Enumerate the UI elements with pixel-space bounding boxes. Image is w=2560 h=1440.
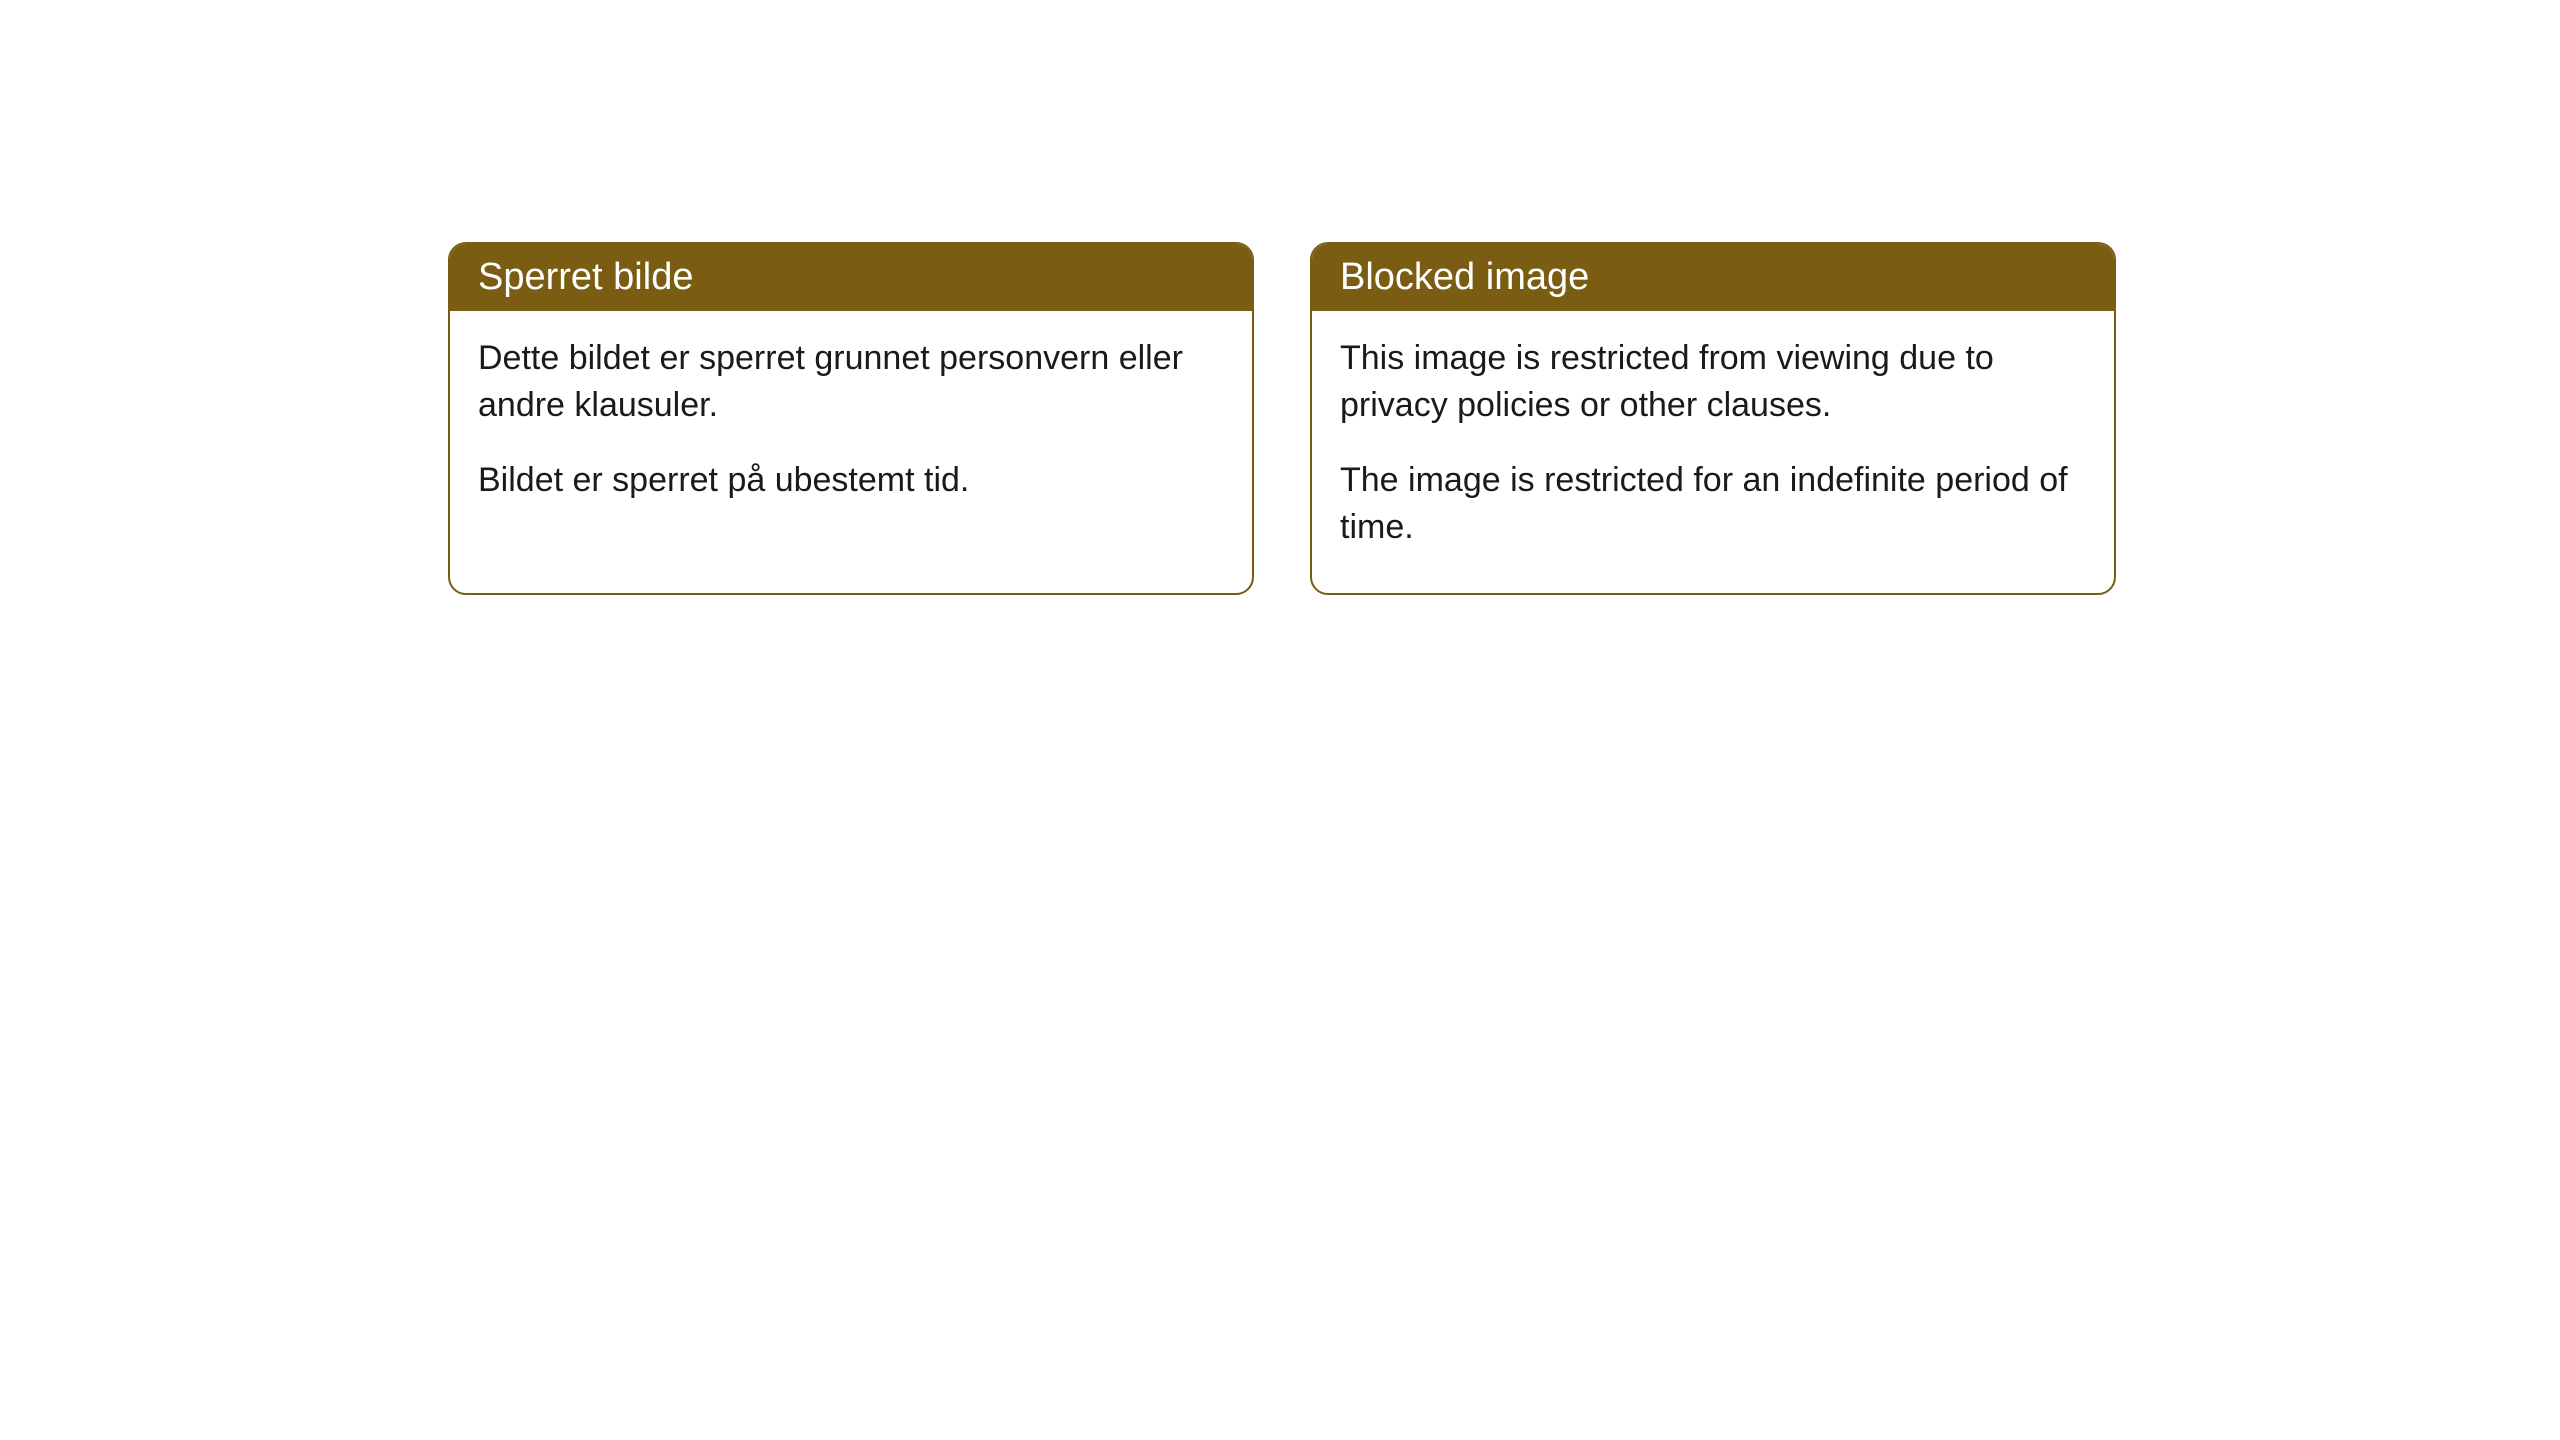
card-paragraph: The image is restricted for an indefinit… — [1340, 457, 2086, 551]
blocked-image-card-norwegian: Sperret bilde Dette bildet er sperret gr… — [448, 242, 1254, 595]
card-body-english: This image is restricted from viewing du… — [1312, 311, 2114, 593]
card-paragraph: This image is restricted from viewing du… — [1340, 335, 2086, 429]
card-title: Sperret bilde — [478, 256, 693, 298]
blocked-image-card-english: Blocked image This image is restricted f… — [1310, 242, 2116, 595]
notice-cards-container: Sperret bilde Dette bildet er sperret gr… — [448, 242, 2116, 595]
card-body-norwegian: Dette bildet er sperret grunnet personve… — [450, 311, 1252, 546]
card-paragraph: Bildet er sperret på ubestemt tid. — [478, 457, 1224, 504]
card-title: Blocked image — [1340, 256, 1589, 298]
card-header-norwegian: Sperret bilde — [450, 244, 1252, 311]
card-header-english: Blocked image — [1312, 244, 2114, 311]
card-paragraph: Dette bildet er sperret grunnet personve… — [478, 335, 1224, 429]
